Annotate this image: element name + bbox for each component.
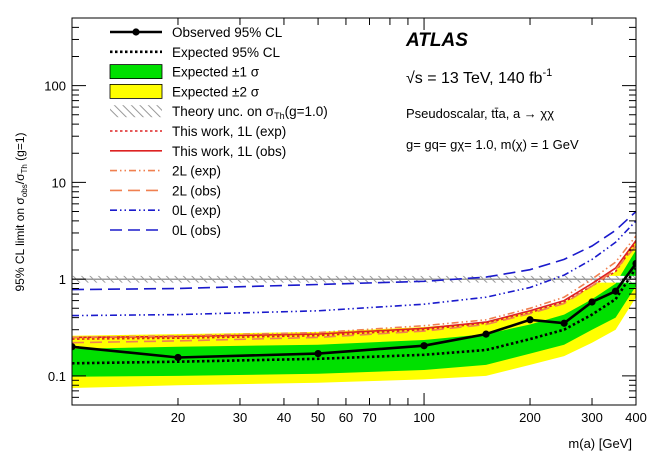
legend-entry-observed-95-cl: Observed 95% CL (110, 25, 283, 40)
observed-marker (560, 319, 568, 327)
y-tick-label: 1 (59, 272, 66, 287)
energy-label: √s = 13 TeV, 140 fb-1 (406, 67, 552, 87)
energy-text: √s = 13 TeV, 140 fb (406, 70, 543, 87)
x-tick-label: 100 (413, 410, 435, 425)
legend-label: Theory unc. on σTh(g=1.0) (172, 104, 328, 121)
legend-entry-0l-obs: 0L (obs) (110, 223, 221, 238)
band-expected-1 (72, 250, 636, 377)
observed-marker (588, 298, 596, 306)
atlas-label: ATLAS (405, 30, 468, 51)
annotations: ATLAS √s = 13 TeV, 140 fb-1 Pseudoscalar… (405, 30, 579, 152)
legend-label: Expected ±1 σ (172, 65, 260, 80)
observed-marker (526, 316, 534, 324)
y-tick-label: 0.1 (48, 369, 66, 384)
legend-swatch (109, 84, 163, 99)
series-0l-obs (72, 210, 636, 291)
legend-label: 0L (obs) (172, 223, 221, 238)
legend-label: Expected 95% CL (172, 45, 281, 60)
ylabel-main: 95% CL limit on σ (13, 197, 27, 292)
series-expected-95-cl (72, 267, 636, 365)
legend-label: 2L (obs) (172, 183, 221, 198)
legend-entry-this-work-1l-obs: This work, 1L (obs) (110, 144, 286, 159)
observed-marker (174, 353, 182, 362)
legend-entry-expected-95-cl: Expected 95% CL (110, 45, 281, 60)
legend-label: This work, 1L (obs) (172, 144, 286, 159)
legend-entry-2l-obs: 2L (obs) (110, 183, 221, 198)
legend-entry-theory-unc-on-th-g-1-0: Theory unc. on σTh(g=1.0) (110, 104, 328, 121)
series-this-work-1l-obs (72, 240, 636, 339)
couplings-label: g= gq= gχ= 1.0, m(χ) = 1 GeV (406, 137, 579, 152)
observed-marker (632, 259, 636, 268)
series-2l-exp (72, 235, 636, 339)
legend-entry-2l-exp: 2L (exp) (110, 164, 221, 179)
legend-label: Expected ±2 σ (172, 84, 260, 99)
x-tick-label: 70 (362, 410, 376, 425)
x-tick-label: 60 (339, 410, 353, 425)
ylabel-slash: /σ (13, 173, 27, 184)
legend-label: 2L (exp) (172, 164, 221, 179)
lines-layer (72, 210, 636, 365)
x-tick-label: 50 (311, 410, 325, 425)
legend-marker (132, 28, 140, 36)
x-axis-label: m(a) [GeV] (568, 436, 632, 451)
y-tick-label: 10 (52, 175, 66, 190)
energy-exponent: -1 (542, 67, 552, 79)
series-0l-exp (72, 220, 636, 317)
legend-entry-expected-2: Expected ±2 σ (109, 84, 260, 99)
ylabel-sub-th: Th (20, 164, 29, 173)
legend: Observed 95% CL Expected 95% CL Expected ±… (109, 25, 328, 238)
x-tick-label: 200 (519, 410, 541, 425)
x-tick-label: 30 (233, 410, 247, 425)
axes-layer: 20 30 40 50 60 70 100 200 300 400 0.1 1 10 100 (44, 17, 647, 425)
process-label: Pseudoscalar, tt̄a, a → χχ (406, 106, 554, 121)
legend-entry-0l-exp: 0L (exp) (110, 203, 221, 218)
bands-layer (72, 239, 636, 388)
series-2l-obs (72, 245, 636, 344)
x-tick-label: 20 (171, 410, 185, 425)
legend-label: Observed 95% CL (172, 25, 283, 40)
x-tick-label: 400 (625, 410, 647, 425)
legend-label: This work, 1L (exp) (172, 124, 286, 139)
legend-label: 0L (exp) (172, 203, 221, 218)
y-axis-label: 95% CL limit on σobs/σTh (g=1) (13, 132, 29, 291)
legend-swatch (109, 64, 163, 79)
ylabel-sub-obs: obs (20, 184, 29, 197)
observed-marker (420, 342, 428, 350)
observed-marker (611, 287, 620, 295)
y-tick-label: 100 (44, 79, 66, 94)
legend-entry-this-work-1l-exp: This work, 1L (exp) (110, 124, 286, 139)
legend-swatch (110, 105, 162, 118)
series-observed-95-cl (72, 262, 636, 359)
legend-entry-expected-1: Expected ±1 σ (109, 64, 260, 80)
x-tick-label: 300 (581, 410, 603, 425)
observed-marker (482, 330, 490, 338)
observed-marker (314, 349, 322, 358)
x-tick-label: 40 (277, 410, 291, 425)
ylabel-tail: (g=1) (13, 132, 27, 164)
